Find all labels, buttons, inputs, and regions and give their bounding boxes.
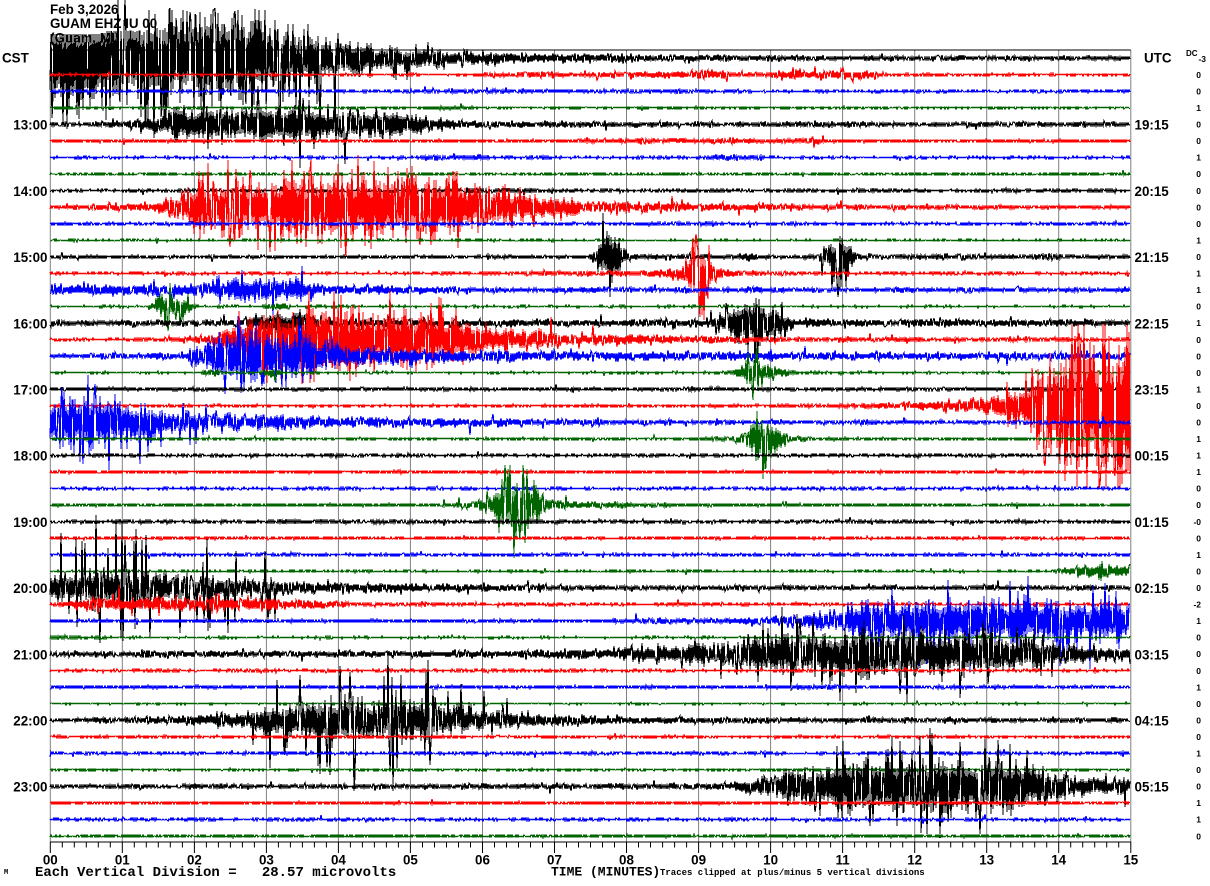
- svg-text:12: 12: [907, 853, 922, 868]
- svg-text:09: 09: [691, 853, 706, 868]
- svg-text:1: 1: [1196, 682, 1201, 692]
- svg-text:1: 1: [1196, 798, 1201, 808]
- svg-text:23:15: 23:15: [1135, 383, 1170, 398]
- svg-text:13: 13: [979, 853, 994, 868]
- svg-text:20:00: 20:00: [13, 581, 47, 596]
- svg-text:0: 0: [1196, 401, 1201, 411]
- svg-text:1: 1: [1196, 451, 1201, 461]
- svg-text:-2: -2: [1193, 600, 1201, 610]
- svg-text:0: 0: [1196, 765, 1201, 775]
- svg-text:0: 0: [1196, 831, 1201, 841]
- svg-text:20:15: 20:15: [1135, 184, 1170, 199]
- svg-text:UTC: UTC: [1144, 51, 1172, 66]
- svg-text:0: 0: [1196, 567, 1201, 577]
- svg-text:0: 0: [1196, 335, 1201, 345]
- svg-text:0: 0: [1196, 666, 1201, 676]
- svg-text:0: 0: [1196, 136, 1201, 146]
- svg-text:05: 05: [403, 853, 418, 868]
- svg-text:0: 0: [1196, 302, 1201, 312]
- svg-text:M: M: [4, 869, 8, 877]
- svg-text:1: 1: [1196, 103, 1201, 113]
- svg-text:0: 0: [1196, 87, 1201, 97]
- svg-text:01: 01: [115, 853, 130, 868]
- svg-text:-0: -0: [1193, 517, 1201, 527]
- svg-text:05:15: 05:15: [1135, 780, 1170, 795]
- svg-text:0: 0: [1196, 202, 1201, 212]
- svg-text:04:15: 04:15: [1135, 714, 1170, 729]
- svg-text:0: 0: [1196, 782, 1201, 792]
- svg-text:00:15: 00:15: [1135, 449, 1170, 464]
- svg-text:15: 15: [1123, 853, 1138, 868]
- svg-text:1: 1: [1196, 550, 1201, 560]
- svg-text:0: 0: [1196, 649, 1201, 659]
- svg-text:03: 03: [259, 853, 274, 868]
- svg-text:00: 00: [43, 853, 58, 868]
- svg-text:0: 0: [1196, 70, 1201, 80]
- svg-text:Traces clipped at plus/minus 5: Traces clipped at plus/minus 5 vertical …: [660, 868, 925, 878]
- svg-text:TIME (MINUTES): TIME (MINUTES): [551, 865, 660, 880]
- svg-text:1: 1: [1196, 285, 1201, 295]
- svg-text:1: 1: [1196, 616, 1201, 626]
- svg-text:1: 1: [1196, 269, 1201, 279]
- svg-text:16:00: 16:00: [13, 316, 47, 331]
- svg-text:15:00: 15:00: [13, 250, 47, 265]
- svg-text:08: 08: [619, 853, 634, 868]
- svg-text:14:00: 14:00: [13, 184, 47, 199]
- svg-text:10: 10: [763, 853, 778, 868]
- svg-text:23:00: 23:00: [13, 780, 47, 795]
- svg-text:1: 1: [1196, 235, 1201, 245]
- svg-text:0: 0: [1196, 219, 1201, 229]
- svg-text:GUAM EHZ IU 00: GUAM EHZ IU 00: [50, 16, 157, 31]
- svg-text:02:15: 02:15: [1135, 581, 1170, 596]
- svg-text:1: 1: [1196, 434, 1201, 444]
- svg-text:04: 04: [331, 853, 346, 868]
- svg-text:0: 0: [1196, 533, 1201, 543]
- svg-text:07: 07: [547, 853, 562, 868]
- svg-text:19:00: 19:00: [13, 515, 47, 530]
- svg-text:0: 0: [1196, 732, 1201, 742]
- svg-text:Each Vertical Division = 28.: Each Vertical Division = 28.57 microvolt…: [35, 865, 396, 881]
- svg-text:0: 0: [1196, 120, 1201, 130]
- svg-text:17:00: 17:00: [13, 383, 47, 398]
- svg-text:CST: CST: [2, 51, 30, 66]
- svg-text:0: 0: [1196, 484, 1201, 494]
- svg-text:0: 0: [1196, 186, 1201, 196]
- svg-text:18:00: 18:00: [13, 449, 47, 464]
- svg-text:22:15: 22:15: [1135, 316, 1170, 331]
- svg-text:1: 1: [1196, 815, 1201, 825]
- svg-text:14: 14: [1051, 853, 1066, 868]
- svg-text:1: 1: [1196, 749, 1201, 759]
- svg-text:19:15: 19:15: [1135, 118, 1170, 133]
- svg-text:02: 02: [187, 853, 202, 868]
- svg-text:0: 0: [1196, 169, 1201, 179]
- svg-text:03:15: 03:15: [1135, 647, 1170, 662]
- svg-text:1: 1: [1196, 384, 1201, 394]
- svg-text:0: 0: [1196, 351, 1201, 361]
- svg-text:06: 06: [475, 853, 490, 868]
- svg-text:0: 0: [1196, 715, 1201, 725]
- svg-text:11: 11: [836, 853, 851, 868]
- svg-text:0: 0: [1196, 583, 1201, 593]
- svg-text:01:15: 01:15: [1135, 515, 1170, 530]
- svg-text:21:00: 21:00: [13, 647, 47, 662]
- svg-text:0: 0: [1196, 699, 1201, 709]
- svg-text:0: 0: [1196, 633, 1201, 643]
- svg-text:21:15: 21:15: [1135, 250, 1170, 265]
- svg-text:1: 1: [1196, 318, 1201, 328]
- svg-text:0: 0: [1196, 418, 1201, 428]
- svg-text:DC: DC: [1186, 49, 1198, 58]
- svg-text:13:00: 13:00: [13, 118, 47, 133]
- svg-text:-3: -3: [1198, 54, 1206, 64]
- svg-text:Feb 3,2026: Feb 3,2026: [50, 2, 118, 17]
- svg-text:1: 1: [1196, 467, 1201, 477]
- svg-text:1: 1: [1196, 153, 1201, 163]
- svg-text:22:00: 22:00: [13, 714, 47, 729]
- svg-text:0: 0: [1196, 252, 1201, 262]
- svg-text:0: 0: [1196, 368, 1201, 378]
- svg-text:0: 0: [1196, 500, 1201, 510]
